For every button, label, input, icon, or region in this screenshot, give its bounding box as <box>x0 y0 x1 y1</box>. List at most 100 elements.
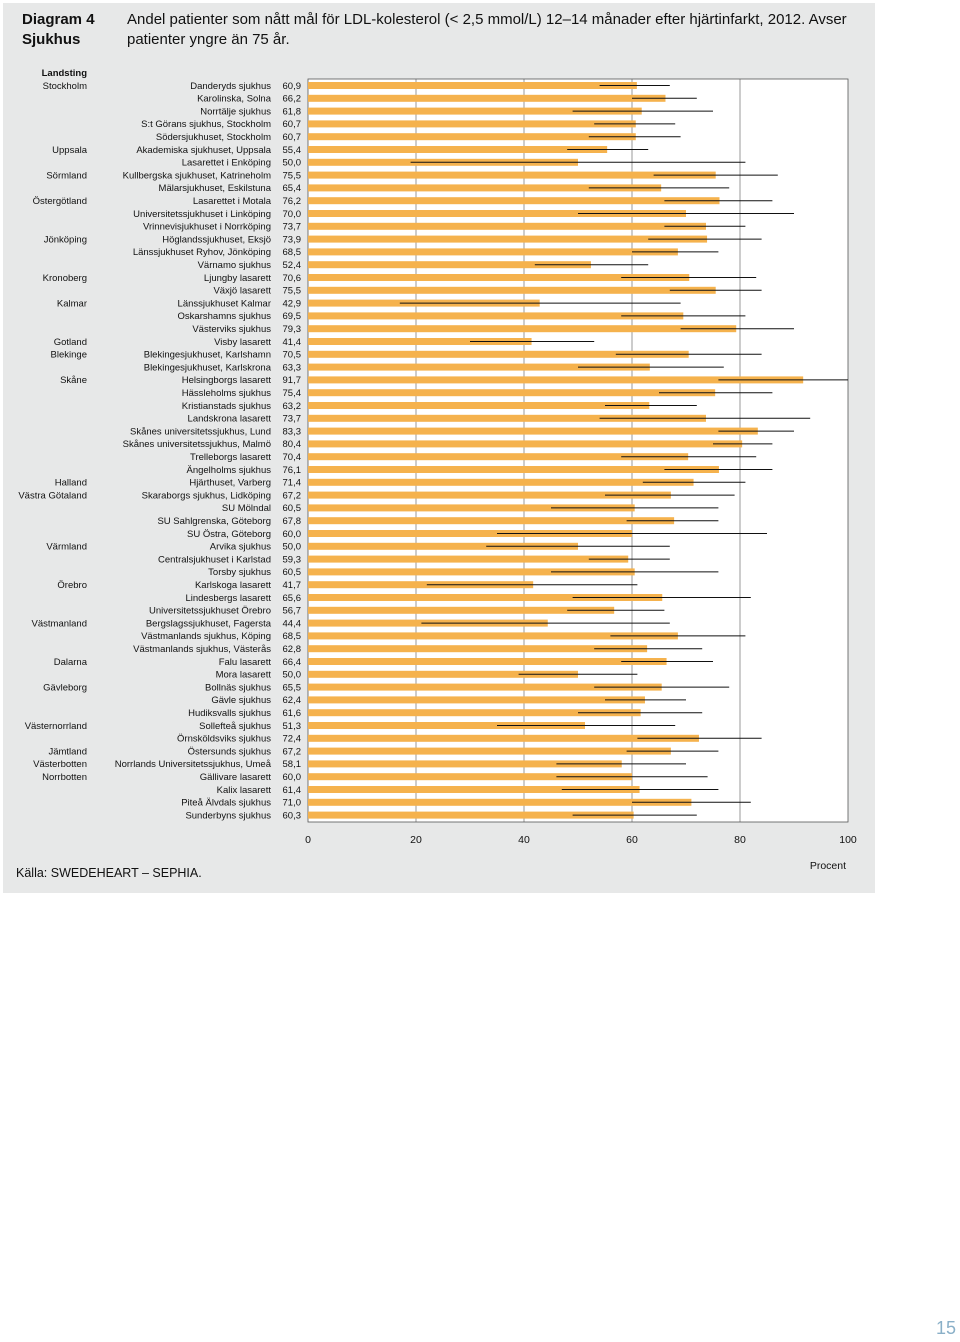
bar <box>308 760 622 768</box>
hospital-label: Torsby sjukhus <box>208 567 271 578</box>
region-label: Västerbotten <box>33 759 87 770</box>
value-label: 73,7 <box>283 222 302 233</box>
hospital-label: Kullbergska sjukhuset, Katrineholm <box>123 170 271 181</box>
hospital-label: SU Östra, Göteborg <box>187 529 271 540</box>
region-label: Jönköping <box>44 234 87 245</box>
value-label: 56,7 <box>283 606 302 617</box>
hospital-label: SU Sahlgrenska, Göteborg <box>157 516 271 527</box>
bar <box>308 542 578 550</box>
bar <box>308 171 716 179</box>
value-label: 59,3 <box>283 554 302 565</box>
x-tick-label: 20 <box>410 834 422 846</box>
region-label: Västernorrland <box>25 721 87 732</box>
value-label: 91,7 <box>283 375 302 386</box>
value-label: 65,5 <box>283 682 302 693</box>
value-label: 60,0 <box>283 772 302 783</box>
hospital-label: Västerviks sjukhus <box>192 324 271 335</box>
value-label: 58,1 <box>283 759 302 770</box>
bar <box>308 722 586 729</box>
hospital-label: Länssjukhuset Ryhov, Jönköping <box>133 247 271 258</box>
bar <box>308 389 716 397</box>
x-tick-label: 60 <box>626 834 638 846</box>
region-label: Skåne <box>60 375 87 386</box>
region-label: Norrbotten <box>42 772 87 783</box>
bar <box>308 402 650 409</box>
bar <box>308 594 663 601</box>
hospital-label: Gävle sjukhus <box>211 695 271 706</box>
bar <box>308 568 635 576</box>
hospital-label: Oskarshamns sjukhus <box>178 311 272 322</box>
hospital-label: Västmanlands sjukhus, Västerås <box>133 644 271 655</box>
hospital-label: Hjärthuset, Varberg <box>189 478 271 489</box>
bar <box>308 683 662 691</box>
hospital-bar-chart: Landsting Procent Stockholm Danderyds sju… <box>18 68 857 872</box>
bar <box>308 325 737 333</box>
value-label: 41,7 <box>283 580 302 591</box>
bar <box>308 286 716 294</box>
hospital-label: Centralsjukhuset i Karlstad <box>158 554 271 565</box>
hospital-label: Södersjukhuset, Stockholm <box>156 132 271 143</box>
hospital-label: S:t Görans sjukhus, Stockholm <box>141 119 271 130</box>
value-label: 61,8 <box>283 106 302 117</box>
value-label: 50,0 <box>283 542 302 553</box>
hospital-label: Värnamo sjukhus <box>198 260 272 271</box>
bar <box>308 248 678 256</box>
value-label: 70,0 <box>283 209 302 220</box>
hospital-label: Ljungby lasarett <box>204 273 271 284</box>
bar <box>308 478 694 486</box>
hospital-label: Universitetssjukhuset i Linköping <box>133 209 271 220</box>
bar <box>308 734 699 742</box>
bar <box>308 222 706 230</box>
value-label: 60,7 <box>283 132 302 143</box>
value-label: 73,9 <box>283 234 302 245</box>
x-tick-label: 40 <box>518 834 530 846</box>
bar <box>308 581 534 589</box>
hospital-label: Akademiska sjukhuset, Uppsala <box>136 145 271 156</box>
value-label: 60,9 <box>283 81 302 92</box>
value-label: 71,4 <box>283 478 302 489</box>
value-label: 60,7 <box>283 119 302 130</box>
source-note: Källa: SWEDEHEART – SEPHIA. <box>16 866 202 880</box>
region-label: Västra Götaland <box>18 490 87 501</box>
region-column-header: Landsting <box>42 68 88 79</box>
bar <box>308 773 632 781</box>
hospital-label: Vrinnevisjukhuset i Norrköping <box>143 222 271 233</box>
hospital-label: Sollefteå sjukhus <box>199 721 271 732</box>
bar <box>308 427 758 435</box>
region-label: Stockholm <box>43 81 87 92</box>
value-label: 67,2 <box>283 490 302 501</box>
value-label: 75,5 <box>283 170 302 181</box>
page-number: 15 <box>936 1318 957 1338</box>
value-label: 42,9 <box>283 298 302 309</box>
hospital-label: Landskrona lasarett <box>188 414 272 425</box>
hospital-label: Karlskoga lasarett <box>195 580 271 591</box>
row-labels: Stockholm Danderyds sjukhus 60,9 Karolinska… <box>18 81 301 822</box>
value-label: 52,4 <box>283 260 302 271</box>
value-label: 79,3 <box>283 324 302 335</box>
value-label: 76,2 <box>283 196 302 207</box>
bar <box>308 709 641 717</box>
bar <box>308 696 645 704</box>
hospital-label: Piteå Älvdals sjukhus <box>181 798 271 809</box>
hospital-label: Danderyds sjukhus <box>190 81 271 92</box>
region-label: Halland <box>55 478 87 489</box>
hospital-label: Blekingesjukhuset, Karlshamn <box>144 350 271 361</box>
bar <box>308 466 719 473</box>
x-tick-label: 80 <box>734 834 746 846</box>
value-label: 62,4 <box>283 695 302 706</box>
region-label: Östergötland <box>33 196 87 207</box>
value-label: 60,5 <box>283 503 302 514</box>
hospital-label: Bergslagssjukhuset, Fagersta <box>146 618 272 629</box>
region-label: Jämtland <box>48 746 87 757</box>
bar <box>308 786 640 793</box>
x-tick-label: 100 <box>839 834 857 846</box>
bar <box>308 747 671 755</box>
hospital-label: Arvika sjukhus <box>210 542 271 553</box>
value-label: 62,8 <box>283 644 302 655</box>
hospital-label: Ängelholms sjukhus <box>187 465 272 476</box>
x-axis-label: Procent <box>810 860 846 872</box>
bar <box>308 414 706 422</box>
value-label: 75,5 <box>283 286 302 297</box>
bar <box>308 146 608 153</box>
value-label: 60,3 <box>283 810 302 821</box>
